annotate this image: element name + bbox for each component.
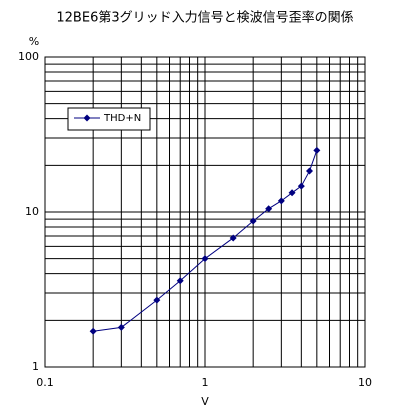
data-point <box>265 205 273 213</box>
data-point <box>288 189 296 197</box>
data-point <box>313 146 321 154</box>
data-point <box>117 323 125 331</box>
chart-title: 12BE6第3グリッド入力信号と検波信号歪率の関係 <box>56 10 353 26</box>
x-tick-label: 10 <box>358 376 372 389</box>
plot-border <box>44 56 366 368</box>
data-point <box>297 182 305 190</box>
data-point <box>306 167 314 175</box>
y-tick-label: 1 <box>32 360 39 373</box>
y-tick-label: 10 <box>25 205 39 218</box>
y-tick-label: 100 <box>18 50 39 63</box>
data-point <box>277 197 285 205</box>
data-point <box>153 296 161 304</box>
data-point <box>89 327 97 335</box>
legend-box <box>67 107 151 131</box>
x-tick-label: 1 <box>202 376 209 389</box>
data-point <box>176 277 184 285</box>
data-point <box>229 234 237 242</box>
y-axis-label: % <box>29 35 39 48</box>
data-point <box>201 255 209 263</box>
legend-marker <box>83 114 91 122</box>
legend-label: THD+N <box>103 113 141 124</box>
x-tick-label: 0.1 <box>36 376 54 389</box>
data-point <box>249 217 257 225</box>
x-axis-label: V <box>201 395 209 408</box>
